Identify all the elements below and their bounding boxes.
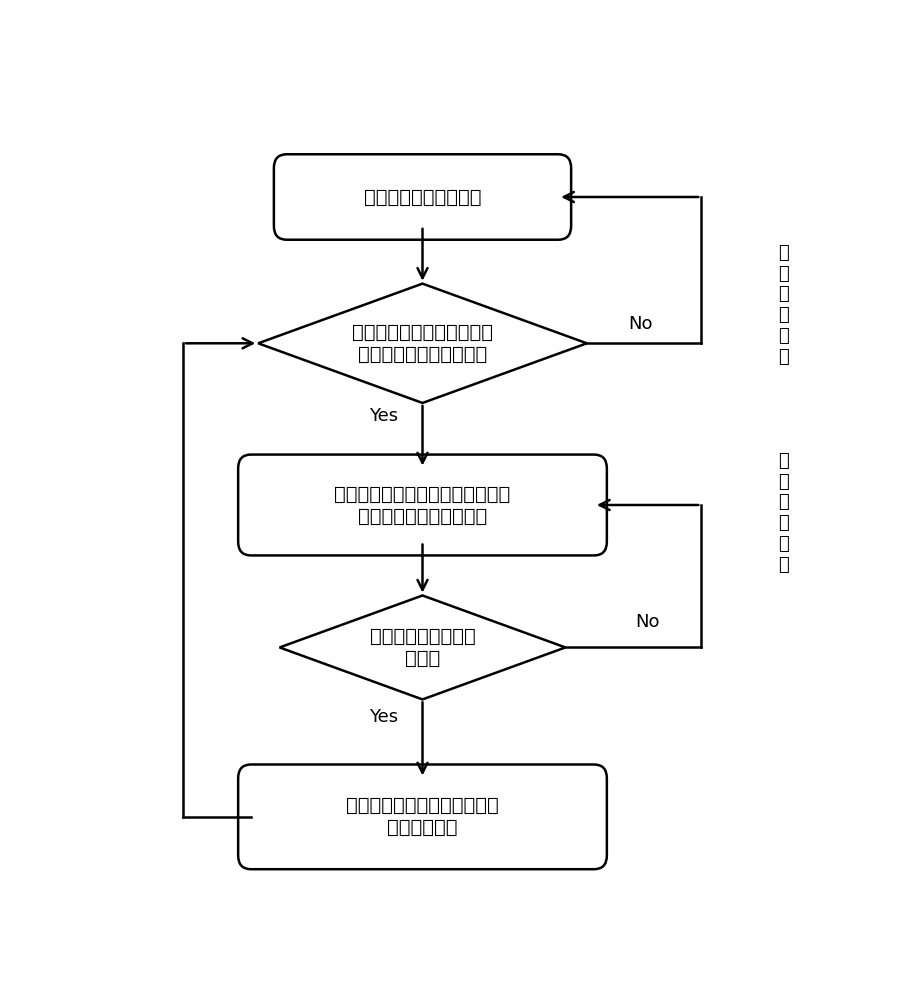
Text: No: No bbox=[628, 315, 653, 333]
Text: No: No bbox=[635, 613, 660, 631]
FancyBboxPatch shape bbox=[238, 455, 607, 555]
Text: 读文件的一部分到数组: 读文件的一部分到数组 bbox=[364, 188, 481, 207]
Polygon shape bbox=[279, 595, 565, 699]
Text: 定
位
文
件
指
针: 定 位 文 件 指 针 bbox=[778, 244, 788, 366]
Text: 修
改
数
组
索
引: 修 改 数 组 索 引 bbox=[778, 452, 788, 574]
Text: Yes: Yes bbox=[369, 708, 397, 726]
Text: 判断分区号是否等于
进程号: 判断分区号是否等于 进程号 bbox=[370, 627, 476, 668]
Polygon shape bbox=[258, 284, 586, 403]
Text: 从当前索引开始，将数组元素赋值
给网格单元的基本信息值: 从当前索引开始，将数组元素赋值 给网格单元的基本信息值 bbox=[335, 485, 511, 526]
Text: 判断数组长度减索引号是否
大于一个单元信息的长度: 判断数组长度减索引号是否 大于一个单元信息的长度 bbox=[352, 323, 493, 364]
Text: Yes: Yes bbox=[369, 407, 397, 425]
FancyBboxPatch shape bbox=[274, 154, 571, 240]
FancyBboxPatch shape bbox=[238, 764, 607, 869]
Text: 将数组对应的网格单元信息保
存到本地进程: 将数组对应的网格单元信息保 存到本地进程 bbox=[346, 796, 499, 837]
